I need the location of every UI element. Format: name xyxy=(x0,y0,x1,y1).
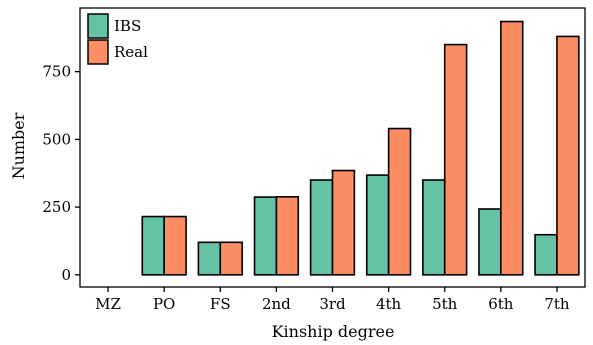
y-tick-label: 250 xyxy=(42,198,71,216)
bar-real-fs xyxy=(219,241,243,276)
bar-ibs-2nd xyxy=(253,196,278,276)
axes-layer: MZ PO FS 2nd 3rd 4th 5th 6th 7th 0 250 500 750 xyxy=(42,7,586,313)
legend-swatch-ibs xyxy=(87,13,109,39)
bar-real-po xyxy=(163,215,187,276)
x-tick-label: PO xyxy=(153,295,175,313)
bar-ibs-5th xyxy=(422,179,446,276)
bar-ibs-6th xyxy=(478,208,502,276)
x-tick-label: 5th xyxy=(432,295,458,313)
x-tick-label: 2nd xyxy=(262,295,291,313)
x-tick-label: 6th xyxy=(488,295,514,313)
plot-frame xyxy=(79,7,586,288)
x-tick-label: 7th xyxy=(544,295,570,313)
bar-real-7th xyxy=(556,35,580,276)
legend: IBS Real xyxy=(87,13,148,65)
x-tick-label: 3rd xyxy=(319,295,346,313)
bar-ibs-7th xyxy=(534,233,558,276)
x-tick-label: FS xyxy=(210,295,231,313)
x-tick-label: 4th xyxy=(376,295,402,313)
bar-ibs-po xyxy=(141,215,165,276)
x-axis-label: Kinship degree xyxy=(272,322,395,341)
legend-label-ibs: IBS xyxy=(114,17,141,35)
legend-label-real: Real xyxy=(114,43,148,61)
bar-real-3rd xyxy=(331,169,356,276)
legend-swatch-real xyxy=(87,39,109,65)
bar-real-6th xyxy=(500,20,524,276)
bar-real-2nd xyxy=(275,196,300,276)
y-axis-label: Number xyxy=(9,112,28,179)
bar-ibs-fs xyxy=(197,241,222,276)
bar-real-5th xyxy=(443,43,468,276)
bar-ibs-4th xyxy=(365,174,390,276)
bar-real-4th xyxy=(387,127,412,276)
y-tick-label: 0 xyxy=(61,266,71,284)
x-tick-label: MZ xyxy=(95,295,121,313)
bars-layer xyxy=(141,20,580,276)
y-tick-label: 750 xyxy=(42,63,71,81)
bar-ibs-3rd xyxy=(309,179,334,276)
y-tick-label: 500 xyxy=(42,130,71,148)
